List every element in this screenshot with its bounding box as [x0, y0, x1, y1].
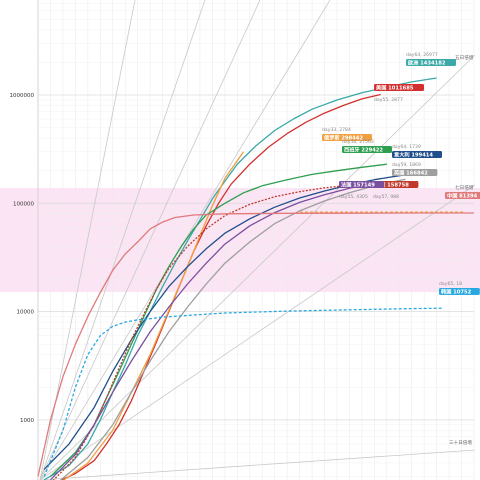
series-line	[43, 307, 443, 477]
series-tag-box	[445, 192, 480, 199]
series-tag-box	[339, 181, 385, 188]
series-tag-label: 意大利 199414	[394, 151, 433, 159]
series-line	[50, 181, 381, 480]
y-tick-label: 10000	[17, 310, 35, 316]
series-line	[62, 151, 245, 480]
reference-line-label: 五日倍增	[455, 54, 474, 61]
series-tag-box	[406, 59, 456, 66]
series-sub-label: day65, 18	[439, 281, 462, 287]
series-tag-label: 欧洲 1434182	[408, 59, 446, 67]
series-tag-box	[392, 169, 438, 176]
series-tag-box	[374, 84, 424, 91]
background-layer	[0, 188, 480, 292]
series-line	[50, 163, 387, 477]
series-line	[52, 180, 394, 480]
series-layer	[37, 77, 474, 480]
series-sub-label: day55, 4305	[339, 194, 368, 200]
series-line	[59, 93, 381, 480]
series-sub-label: day55, 2877	[374, 97, 403, 103]
highlight-band	[0, 188, 480, 292]
series-sub-label: day57, 988	[373, 194, 399, 200]
series-line	[59, 178, 406, 480]
series-tag-label: 俄罗斯 298442	[323, 134, 363, 142]
series-tag-box	[342, 146, 392, 153]
series-sub-label: day56, 27563	[342, 139, 374, 145]
reference-line-label: 七日倍增	[455, 184, 474, 191]
y-tick-labels-layer: 1000000 100000 10000 1000	[10, 93, 35, 424]
doubling-reference-line	[39, 54, 476, 480]
series-tag-label: 英国 166842	[394, 169, 428, 177]
y-tick-label: 100000	[13, 201, 34, 207]
series-sub-label: day33, 2784	[322, 127, 351, 133]
series-tag-box	[322, 134, 372, 141]
series-tag-label: 韩国 10752	[441, 288, 472, 296]
y-tick-label: 1000	[20, 418, 34, 424]
series-tag-label: 德国 158758	[375, 181, 409, 189]
series-tag-label: 美国 1011685	[376, 84, 414, 92]
reference-line-label: 三十日倍增	[449, 439, 472, 446]
series-tag-box	[439, 288, 480, 295]
series-sub-label: day59, 1869	[392, 162, 421, 168]
series-tag-label: 法国 157149	[341, 181, 375, 189]
series-line	[43, 170, 437, 470]
series-tag-label: 西班牙 229422	[344, 146, 383, 154]
doubling-reference-line	[39, 449, 476, 480]
series-sub-label: day64, 26977	[406, 52, 438, 58]
series-sub-label: day64, 1739	[392, 144, 421, 150]
series-tag-box	[392, 151, 442, 158]
doubling-reference-line	[39, 0, 331, 480]
y-tick-label: 1000000	[10, 93, 35, 99]
series-tag-label: 中国 81394	[447, 192, 478, 200]
doubling-reference-line	[39, 0, 261, 480]
doubling-reference-line	[39, 0, 206, 480]
series-line	[37, 212, 474, 477]
